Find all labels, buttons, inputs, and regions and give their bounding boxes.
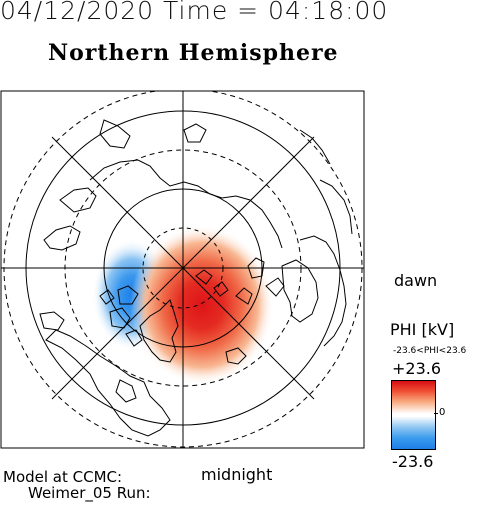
model-label: Model at CCMC: xyxy=(3,468,123,486)
colorbar-unit-label: PHI [kV] xyxy=(390,320,455,339)
map-border xyxy=(0,90,365,449)
colorbar-min-label: -23.6 xyxy=(392,452,434,471)
colorbar xyxy=(391,380,436,450)
coastlines xyxy=(39,119,353,437)
colorbar-range-label: -23.6<PHI<23.6 xyxy=(393,346,467,356)
map-title: Northern Hemisphere xyxy=(48,40,339,66)
colorbar-zero-tick xyxy=(434,413,438,414)
colorbar-zero-label: 0 xyxy=(439,407,446,418)
dawn-label: dawn xyxy=(394,271,438,290)
run-label: Weimer_05 Run: xyxy=(28,484,151,502)
polar-map xyxy=(0,90,365,449)
header-datetime: 04/12/2020 Time = 04:18:00 xyxy=(0,0,389,25)
meridian-diagonal-b xyxy=(51,136,315,400)
colorbar-max-label: +23.6 xyxy=(392,359,442,378)
midnight-label: midnight xyxy=(201,465,273,484)
